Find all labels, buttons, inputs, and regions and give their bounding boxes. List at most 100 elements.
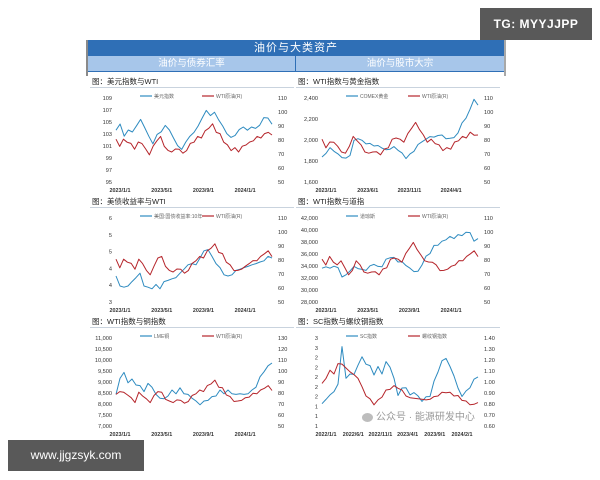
x-tick: 2023/9/1 bbox=[193, 432, 214, 438]
series-line bbox=[321, 241, 479, 276]
series-line bbox=[115, 243, 273, 276]
line-chart: 95 97 99 101 103 105 107 109 50 60 70 80 90 100 110 202… bbox=[103, 93, 288, 194]
x-tick: 2023/9/1 bbox=[399, 308, 420, 314]
series-line bbox=[321, 121, 479, 156]
y-right-tick: 110 bbox=[278, 358, 287, 364]
chart-title: 图：WTI指数与铜指数 bbox=[92, 317, 166, 326]
y-left-tick: 1 bbox=[315, 414, 318, 420]
x-tick: 2024/1/1 bbox=[235, 308, 256, 314]
y-left-tick: 1 bbox=[315, 424, 318, 430]
divider bbox=[90, 87, 294, 88]
y-right-tick: 70 bbox=[278, 152, 284, 158]
x-tick: 2023/1/1 bbox=[110, 308, 131, 314]
y-left-tick: 5 bbox=[109, 233, 112, 239]
y-left-tick: 3 bbox=[315, 346, 318, 352]
y-left-tick: 30,000 bbox=[301, 288, 318, 294]
series-line bbox=[321, 98, 479, 160]
wechat-icon bbox=[362, 412, 373, 422]
y-right-tick: 50 bbox=[484, 300, 490, 306]
y-left-tick: 6 bbox=[109, 216, 112, 222]
y-right-tick: 80 bbox=[484, 258, 490, 264]
x-tick: 2023/11/1 bbox=[398, 188, 422, 194]
legend-label: SC指数 bbox=[360, 333, 377, 340]
chart-title: 图：美元指数与WTI bbox=[92, 77, 159, 86]
x-tick: 2024/1/1 bbox=[235, 188, 256, 194]
x-tick: 2023/5/1 bbox=[357, 308, 378, 314]
divider bbox=[90, 207, 294, 208]
y-right-tick: 1.20 bbox=[484, 358, 495, 364]
y-right-tick: 110 bbox=[484, 96, 493, 102]
x-tick: 2024/1/1 bbox=[441, 308, 462, 314]
legend-label: 美元指数 bbox=[154, 93, 174, 100]
y-right-tick: 80 bbox=[484, 138, 490, 144]
y-left-tick: 4 bbox=[109, 283, 112, 289]
y-left-tick: 8,000 bbox=[98, 402, 112, 408]
divider bbox=[296, 207, 500, 208]
y-right-tick: 60 bbox=[278, 166, 284, 172]
y-left-tick: 103 bbox=[103, 132, 112, 138]
series-line bbox=[115, 109, 273, 150]
y-right-tick: 100 bbox=[484, 230, 493, 236]
legend-label: WTI原油(R) bbox=[422, 93, 448, 100]
y-left-tick: 97 bbox=[106, 168, 112, 174]
divider bbox=[90, 327, 294, 328]
y-left-tick: 38,000 bbox=[301, 240, 318, 246]
y-left-tick: 2,200 bbox=[304, 117, 318, 123]
y-right-tick: 110 bbox=[484, 216, 493, 222]
y-right-tick: 60 bbox=[278, 286, 284, 292]
y-left-tick: 2 bbox=[315, 375, 318, 381]
chart-panel-sc-rebar: 图：SC指数与螺纹钢指数 1 1 1 2 2 2 2 2 3 3 0.60 0.70 0.80 0.90 1… bbox=[296, 316, 500, 438]
y-right-tick: 0.70 bbox=[484, 413, 495, 419]
chart-title: 图：美债收益率与WTI bbox=[92, 197, 166, 206]
y-left-tick: 2 bbox=[315, 365, 318, 371]
divider bbox=[296, 327, 500, 328]
y-right-tick: 120 bbox=[278, 347, 287, 353]
y-right-tick: 90 bbox=[278, 244, 284, 250]
y-left-tick: 9,000 bbox=[98, 380, 112, 386]
y-right-tick: 90 bbox=[278, 124, 284, 130]
chart-panel-dow-wti: 图：WTI指数与道指 28,000 30,000 32,000 34,000 36,00… bbox=[296, 196, 500, 314]
y-left-tick: 1,600 bbox=[304, 180, 318, 186]
y-right-tick: 80 bbox=[278, 138, 284, 144]
y-right-tick: 1.30 bbox=[484, 347, 495, 353]
legend-label: WTI原油(R) bbox=[216, 213, 242, 220]
y-left-tick: 11,000 bbox=[95, 336, 112, 342]
y-right-tick: 0.80 bbox=[484, 402, 495, 408]
legend-label: WTI原油(R) bbox=[216, 93, 242, 100]
y-left-tick: 4 bbox=[109, 266, 112, 272]
y-right-tick: 60 bbox=[278, 413, 284, 419]
y-right-tick: 50 bbox=[278, 300, 284, 306]
y-left-tick: 101 bbox=[103, 144, 112, 150]
x-tick: 2024/1/1 bbox=[235, 432, 256, 438]
x-tick: 2023/1/1 bbox=[110, 432, 131, 438]
y-left-tick: 95 bbox=[106, 180, 112, 186]
watermark-tg: TG: MYYJJPP bbox=[480, 8, 592, 40]
chart-panel-copper-wti: 图：WTI指数与铜指数 7,000 7,500 8,000 8,500 9,000 9,5… bbox=[90, 316, 294, 438]
line-chart: 7,000 7,500 8,000 8,500 9,000 9,500 10,000 10,5… bbox=[95, 333, 287, 438]
y-left-tick: 5 bbox=[109, 250, 112, 256]
section-header-bonds-fx: 油价与债券汇率 bbox=[88, 56, 296, 72]
series-line bbox=[115, 362, 273, 406]
y-right-tick: 70 bbox=[484, 152, 490, 158]
x-tick: 2023/6/1 bbox=[357, 188, 378, 194]
series-line bbox=[115, 123, 273, 156]
y-right-tick: 100 bbox=[278, 110, 287, 116]
legend-label: 螺纹钢指数 bbox=[422, 333, 447, 340]
y-right-tick: 90 bbox=[278, 380, 284, 386]
x-tick: 2023/9/1 bbox=[193, 308, 214, 314]
chart-panel-dxy-wti: 图：美元指数与WTI 95 97 99 101 103 105 107 109 50 60 70 80… bbox=[90, 76, 294, 194]
y-left-tick: 34,000 bbox=[301, 264, 318, 270]
y-right-tick: 0.60 bbox=[484, 424, 495, 430]
chart-title: 图：WTI指数与道指 bbox=[298, 197, 365, 206]
y-right-tick: 100 bbox=[484, 110, 493, 116]
y-left-tick: 36,000 bbox=[301, 252, 318, 258]
y-right-tick: 60 bbox=[484, 166, 490, 172]
x-tick: 2023/5/1 bbox=[151, 188, 172, 194]
x-tick: 2024/4/1 bbox=[441, 188, 462, 194]
y-left-tick: 109 bbox=[103, 96, 112, 102]
y-left-tick: 2,400 bbox=[304, 96, 318, 102]
y-left-tick: 2 bbox=[315, 385, 318, 391]
chart-title: 图：WTI指数与黄金指数 bbox=[298, 77, 380, 86]
y-right-tick: 70 bbox=[484, 272, 490, 278]
series-line bbox=[321, 231, 479, 278]
